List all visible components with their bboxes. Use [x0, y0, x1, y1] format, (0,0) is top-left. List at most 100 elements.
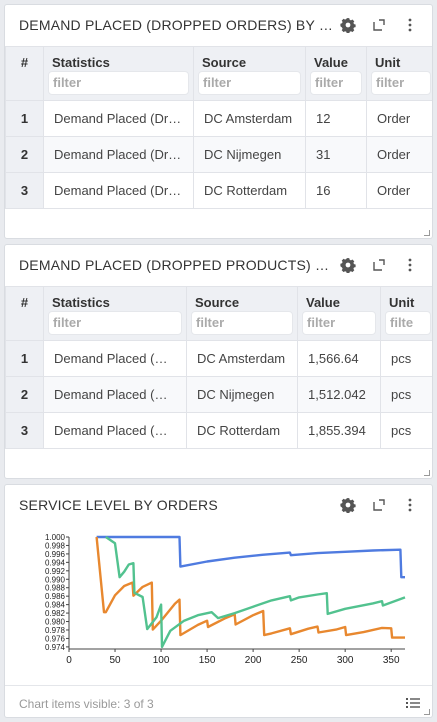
- filter-input[interactable]: filter: [48, 311, 182, 335]
- y-tick-label: 0.990: [45, 575, 66, 584]
- orders-table: # Statistics filter Source filter Value fil…: [5, 46, 432, 209]
- column-label: Statistics: [52, 55, 110, 70]
- x-tick-label: 250: [291, 655, 308, 666]
- y-tick-label: 0.978: [45, 626, 66, 635]
- y-tick-label: 0.992: [45, 567, 66, 576]
- chart-items-count: Chart items visible: 3 of 3: [19, 697, 154, 711]
- y-tick-label: 0.986: [45, 592, 66, 601]
- cell-unit: pcs: [380, 376, 432, 413]
- cell-unit: pcs: [380, 412, 432, 449]
- y-tick-label: 0.996: [45, 550, 66, 559]
- y-tick-label: 0.984: [45, 601, 66, 610]
- table-row[interactable]: 3 Demand Placed (Dr... DC Rotterdam 1,85…: [5, 412, 432, 449]
- column-label: Source: [202, 55, 247, 70]
- column-header-source[interactable]: Source filter: [193, 46, 306, 101]
- table-row[interactable]: 2 Demand Placed (Dr... DC Nijmegen 1,512…: [5, 376, 432, 413]
- y-tick-label: 0.976: [45, 634, 66, 643]
- cell-value: 1,566.64: [297, 340, 381, 377]
- resize-handle[interactable]: [424, 709, 430, 715]
- panel-header: SERVICE LEVEL BY ORDERS: [5, 485, 432, 525]
- column-header-source[interactable]: Source filter: [186, 286, 298, 341]
- filter-input[interactable]: filter: [198, 71, 301, 95]
- column-label: Unit: [389, 295, 415, 310]
- x-tick-label: 200: [245, 655, 262, 666]
- column-header-unit[interactable]: Unit filte: [380, 286, 432, 341]
- cell-value: 1,512.042: [297, 376, 381, 413]
- filter-input[interactable]: filter: [191, 311, 293, 335]
- y-tick-label: 0.988: [45, 584, 66, 593]
- resize-handle[interactable]: [424, 470, 430, 476]
- cell-source: DC Nijmegen: [186, 376, 298, 413]
- cell-source: DC Nijmegen: [193, 136, 306, 173]
- gear-icon[interactable]: [338, 255, 358, 275]
- cell-value: 12: [305, 100, 367, 137]
- cell-value: 16: [305, 172, 367, 209]
- expand-icon[interactable]: [369, 495, 389, 515]
- cell-statistics: Demand Placed (Dro...: [43, 100, 194, 137]
- y-tick-label: 1.000: [45, 533, 66, 542]
- cell-unit: pcs: [380, 340, 432, 377]
- column-header-statistics[interactable]: Statistics filter: [43, 286, 187, 341]
- y-tick-label: 0.980: [45, 618, 66, 627]
- x-tick-label: 300: [337, 655, 354, 666]
- resize-handle[interactable]: [424, 230, 430, 236]
- cell-statistics: Demand Placed (Dr...: [43, 412, 187, 449]
- column-header-value[interactable]: Value filter: [305, 46, 367, 101]
- x-tick-label: 350: [383, 655, 400, 666]
- column-label: #: [20, 55, 29, 70]
- panel-header: DEMAND PLACED (DROPPED PRODUCTS) BY ...: [5, 245, 432, 285]
- service-level-chart[interactable]: 1.0000.9980.9960.9940.9920.9900.9880.986…: [5, 525, 433, 685]
- column-label: Value: [314, 55, 348, 70]
- more-vertical-icon[interactable]: [400, 15, 420, 35]
- y-tick-label: 0.974: [45, 643, 66, 652]
- column-header-index[interactable]: #: [5, 286, 44, 341]
- table-row[interactable]: 2 Demand Placed (Dro... DC Nijmegen 31 O…: [5, 136, 432, 173]
- more-vertical-icon[interactable]: [400, 495, 420, 515]
- column-label: Unit: [375, 55, 401, 70]
- cell-statistics: Demand Placed (Dro...: [43, 136, 194, 173]
- column-header-value[interactable]: Value filter: [297, 286, 381, 341]
- column-header-statistics[interactable]: Statistics filter: [43, 46, 194, 101]
- row-index: 1: [5, 340, 44, 377]
- gear-icon[interactable]: [338, 495, 358, 515]
- orders-panel: DEMAND PLACED (DROPPED ORDERS) BY CUS...…: [4, 4, 433, 239]
- gear-icon[interactable]: [338, 15, 358, 35]
- filter-input[interactable]: filter: [302, 311, 376, 335]
- filter-input[interactable]: filter: [371, 71, 431, 95]
- expand-icon[interactable]: [369, 255, 389, 275]
- list-icon[interactable]: [406, 696, 420, 714]
- column-header-index[interactable]: #: [5, 46, 44, 101]
- column-label: #: [20, 295, 29, 310]
- filter-input[interactable]: filter: [310, 71, 362, 95]
- row-index: 3: [5, 172, 44, 209]
- cell-source: DC Rotterdam: [186, 412, 298, 449]
- filter-input[interactable]: filter: [48, 71, 189, 95]
- products-table: # Statistics filter Source filter Value fil…: [5, 286, 432, 449]
- row-index: 1: [5, 100, 44, 137]
- column-header-unit[interactable]: Unit filter: [366, 46, 432, 101]
- column-label: Value: [306, 295, 340, 310]
- expand-icon[interactable]: [369, 15, 389, 35]
- column-label: Source: [195, 295, 240, 310]
- cell-source: DC Amsterdam: [186, 340, 298, 377]
- cell-statistics: Demand Placed (Dr...: [43, 340, 187, 377]
- cell-unit: Order: [366, 100, 432, 137]
- x-tick-label: 100: [153, 655, 170, 666]
- more-vertical-icon[interactable]: [400, 255, 420, 275]
- service-level-panel: SERVICE LEVEL BY ORDERS 1.000 0.998 0.996 0…: [4, 484, 433, 718]
- panel-title: SERVICE LEVEL BY ORDERS: [19, 497, 218, 513]
- filter-input[interactable]: filte: [385, 311, 431, 335]
- x-tick-label: 50: [109, 655, 121, 666]
- table-row[interactable]: 1 Demand Placed (Dr... DC Amsterdam 1,56…: [5, 340, 432, 377]
- y-tick-label: 0.982: [45, 609, 66, 618]
- table-row[interactable]: 1 Demand Placed (Dro... DC Amsterdam 12 …: [5, 100, 432, 137]
- x-tick-label: 150: [199, 655, 216, 666]
- y-tick-label: 0.994: [45, 558, 66, 567]
- panel-title: DEMAND PLACED (DROPPED PRODUCTS) BY ...: [19, 257, 337, 273]
- chart-footer: Chart items visible: 3 of 3: [5, 685, 432, 717]
- cell-value: 1,855.394: [297, 412, 381, 449]
- products-panel: DEMAND PLACED (DROPPED PRODUCTS) BY ... …: [4, 244, 433, 479]
- x-tick-label: 0: [66, 655, 72, 666]
- table-row[interactable]: 3 Demand Placed (Dro... DC Rotterdam 16 …: [5, 172, 432, 209]
- series-line-1: [96, 535, 405, 579]
